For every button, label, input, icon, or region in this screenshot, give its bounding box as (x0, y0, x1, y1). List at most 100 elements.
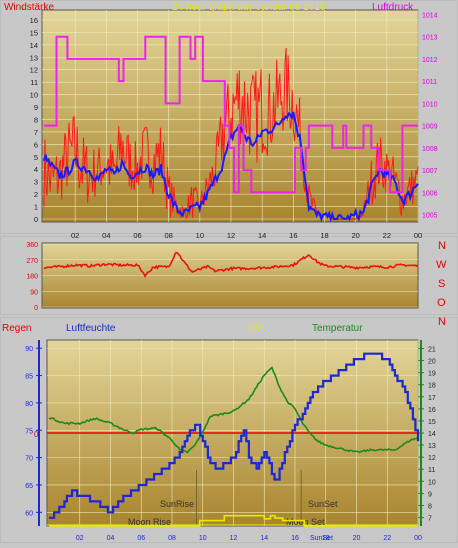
wind-tick-label: 11 (30, 78, 38, 87)
direction-tick-label: 180 (26, 274, 38, 281)
humidity-tick-label: 85 (25, 374, 33, 381)
wind-tick-label: 3 (34, 178, 38, 187)
humidity-x-tick-label: 14 (260, 535, 268, 542)
wind-x-tick-label: 02 (71, 231, 79, 240)
humidity-label: Luftfeuchte (66, 323, 116, 334)
humidity-tick-label: 60 (25, 510, 33, 517)
wind-tick-label: 16 (30, 16, 38, 25)
wind-axis-label: Windstärke (4, 2, 54, 13)
humidity-tick-label: 80 (25, 401, 33, 408)
compass-w: W (436, 259, 447, 271)
wind-x-tick-label: 00 (414, 231, 422, 240)
pressure-tick-label: 1006 (422, 190, 438, 197)
wind-tick-label: 2 (34, 190, 38, 199)
wind-tick-label: 1 (34, 203, 38, 212)
humidity-x-tick-label: 02 (76, 535, 84, 542)
humidity-tick-label: 65 (25, 483, 33, 490)
pressure-tick-label: 1008 (422, 146, 438, 153)
pressure-tick-label: 1005 (422, 213, 438, 220)
wind-tick-label: 7 (34, 128, 38, 137)
sunset-axis-label: SunSet (310, 535, 333, 542)
wind-x-tick-label: 22 (383, 231, 391, 240)
wind-plot-area (41, 9, 419, 223)
wind-tick-label: 12 (30, 66, 38, 75)
pressure-tick-label: 1014 (422, 12, 438, 19)
pressure-tick-label: 1011 (422, 79, 437, 86)
wind-tick-label: 8 (34, 115, 38, 124)
pressure-tick-label: 1007 (422, 168, 438, 175)
wind-tick-label: 4 (34, 165, 38, 174)
wind-x-tick-label: 04 (102, 231, 110, 240)
humidity-x-tick-label: 10 (199, 535, 207, 542)
tick-labels: 0123456789101112131415161005100610071008… (25, 12, 437, 542)
wind-x-tick-label: 12 (227, 231, 235, 240)
wind-x-tick-label: 08 (164, 231, 172, 240)
temperature-tick-label: 10 (428, 479, 436, 486)
humidity-tick-label: 70 (25, 456, 33, 463)
compass-o: O (437, 297, 446, 309)
wind-tick-label: 0 (34, 215, 38, 224)
wind-tick-label: 9 (34, 103, 38, 112)
humidity-x-tick-label: 18 (322, 535, 330, 542)
wind-x-tick-label: 06 (133, 231, 141, 240)
moonrise-label: Moon Rise (128, 517, 171, 527)
chart-title: 24 hour graph day Januar 08 2016 (172, 2, 326, 13)
pressure-tick-label: 1013 (422, 35, 438, 42)
humidity-x-tick-label: 12 (230, 535, 238, 542)
wind-x-tick-label: 18 (320, 231, 328, 240)
temperature-tick-label: 9 (428, 491, 432, 498)
humidity-series (49, 352, 420, 519)
wind-x-tick-label: 16 (289, 231, 297, 240)
compass-n-bottom: N (438, 316, 446, 328)
temperature-tick-label: 7 (428, 516, 432, 523)
temperature-tick-label: 21 (428, 346, 436, 353)
wind-tick-label: 14 (30, 41, 38, 50)
direction-tick-label: 0 (34, 305, 38, 312)
humidity-tick-label: 75 (25, 428, 33, 435)
temperature-tick-label: 19 (428, 371, 436, 378)
temperature-tick-label: 14 (428, 431, 436, 438)
pressure-axis-label: Luftdruck (372, 2, 414, 13)
temperature-tick-label: 13 (428, 443, 436, 450)
temperature-tick-label: 20 (428, 359, 436, 366)
pressure-tick-label: 1012 (422, 57, 438, 64)
wind-direction-series (43, 251, 419, 278)
temperature-series (48, 366, 419, 454)
sunrise-label: SunRise (160, 499, 194, 509)
pressure-series (44, 35, 418, 194)
wind-tick-label: 5 (34, 153, 38, 162)
temperature-label: Temperatur (312, 323, 363, 334)
direction-tick-label: 360 (26, 242, 38, 249)
humidity-x-tick-label: 04 (107, 535, 115, 542)
wind-tick-label: 10 (30, 91, 38, 100)
humidity-x-tick-label: 06 (137, 535, 145, 542)
temperature-tick-label: 17 (428, 395, 436, 402)
moonset-label: Moon Set (286, 517, 325, 527)
pressure-tick-label: 1010 (422, 101, 438, 108)
humidity-x-tick-label: 20 (353, 535, 361, 542)
humidity-x-tick-label: 16 (291, 535, 299, 542)
wind-gust-series (43, 47, 419, 220)
rain-label: Regen (2, 323, 31, 334)
uv-series (49, 514, 418, 527)
wind-average-series (43, 111, 419, 223)
temperature-tick-label: 11 (428, 467, 435, 474)
temperature-tick-label: 8 (428, 503, 432, 510)
compass-n-top: N (438, 240, 446, 252)
wind-x-tick-label: 20 (351, 231, 359, 240)
wind-tick-label: 13 (30, 53, 38, 62)
wind-x-tick-label: 14 (258, 231, 266, 240)
wind-tick-label: 15 (30, 28, 38, 37)
temperature-tick-label: 15 (428, 419, 436, 426)
humidity-x-tick-label: 22 (383, 535, 391, 542)
rain-zero-label: 0 (34, 430, 39, 439)
uv-label: UV (248, 323, 262, 334)
temperature-tick-label: 18 (428, 383, 436, 390)
compass-s: S (438, 278, 445, 290)
direction-tick-label: 90 (30, 289, 38, 296)
humidity-x-tick-label: 00 (414, 535, 422, 542)
direction-tick-label: 270 (26, 258, 38, 265)
chart-marks (43, 35, 420, 527)
